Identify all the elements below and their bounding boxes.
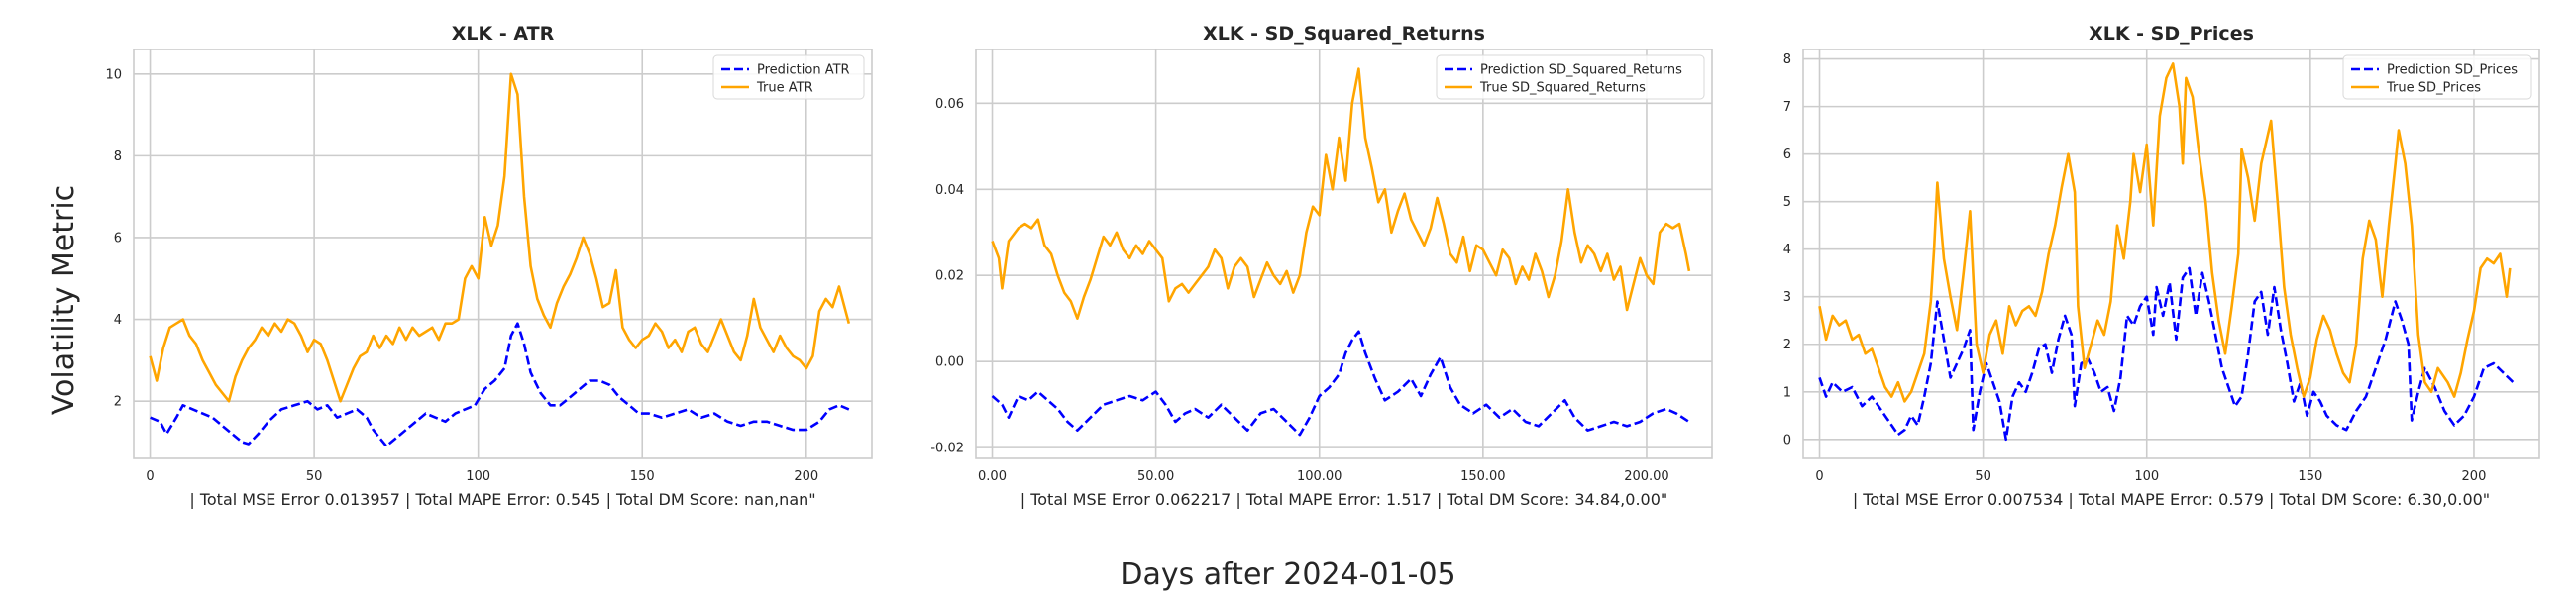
chart-2-ytick-label-5: 5 xyxy=(1783,195,1791,210)
chart-1-ytick-label-4: 0.06 xyxy=(935,97,964,112)
chart-2-xtick-label-0: 0 xyxy=(1815,469,1823,484)
chart-1-ytick-label-3: 0.04 xyxy=(935,183,964,198)
chart-0-plot-area xyxy=(134,50,872,458)
chart-1-xlabel: | Total MSE Error 0.062217 | Total MAPE … xyxy=(1020,490,1668,509)
chart-1-legend: Prediction SD_Squared_Returns True SD_Squ… xyxy=(1436,54,1705,100)
subplot-sd-squared-returns: 0.00 50.00 100.00 150.00 200.00 -0.02 0.00 0.02… xyxy=(930,23,1713,509)
chart-0-title: XLK - ATR xyxy=(452,23,555,45)
chart-0-series-true-line xyxy=(149,72,851,403)
chart-0-xtick-label-4: 200 xyxy=(794,469,818,484)
chart-1-xtick-label-1: 50.00 xyxy=(1137,469,1174,484)
chart-0-legend-label-0: Prediction ATR xyxy=(757,63,850,78)
chart-0-series-prediction-line xyxy=(150,322,850,447)
subplot-atr: 0 50 100 150 200 2 4 6 8 10 XLK - ATR | Total MSE E… xyxy=(105,23,873,509)
chart-1-ytick-label-1: 0.00 xyxy=(935,355,964,370)
chart-0-ytick-label-4: 10 xyxy=(105,67,122,82)
chart-2-ytick-label-1: 1 xyxy=(1783,385,1791,400)
chart-2-ytick-label-7: 7 xyxy=(1783,100,1791,115)
chart-2-xlabel: | Total MSE Error 0.007534 | Total MAPE … xyxy=(1853,490,2490,509)
chart-2-ytick-label-3: 3 xyxy=(1783,290,1791,305)
chart-1-title: XLK - SD_Squared_Returns xyxy=(1203,23,1485,45)
chart-2-frame xyxy=(1802,49,2540,459)
chart-0-xtick-label-0: 0 xyxy=(146,469,154,484)
chart-0-xtick-label-2: 100 xyxy=(466,469,490,484)
chart-0-ytick-label-2: 6 xyxy=(114,231,122,246)
chart-2-ytick-label-0: 0 xyxy=(1783,433,1791,447)
chart-0-legend-label-1: True ATR xyxy=(756,81,813,96)
chart-1-xtick-label-4: 200.00 xyxy=(1624,469,1669,484)
chart-2-ytick-label-4: 4 xyxy=(1783,243,1791,257)
figure-ylabel: Volatility Metric xyxy=(47,185,81,415)
chart-0-frame xyxy=(133,49,873,459)
subplot-sd-prices: 0 50 100 150 200 0 1 2 3 4 5 6 7 8 XLK - SD_Prices | To… xyxy=(1783,23,2540,509)
chart-2-plot-area xyxy=(1803,50,2539,458)
chart-0-ytick-label-0: 2 xyxy=(114,395,122,410)
chart-1-ytick-label-2: 0.02 xyxy=(935,269,964,284)
chart-1-series-prediction-line xyxy=(991,330,1690,437)
chart-0-legend: Prediction ATR True ATR xyxy=(712,54,865,100)
chart-1-legend-label-0: Prediction SD_Squared_Returns xyxy=(1480,63,1682,78)
chart-2-xtick-label-3: 150 xyxy=(2298,469,2322,484)
chart-1-xtick-label-2: 100.00 xyxy=(1297,469,1342,484)
chart-1-plot-area xyxy=(976,50,1712,458)
chart-2-ytick-label-6: 6 xyxy=(1783,148,1791,162)
chart-2-legend-label-0: Prediction SD_Prices xyxy=(2387,63,2518,78)
chart-0-ytick-label-3: 8 xyxy=(114,149,122,164)
chart-1-frame xyxy=(975,49,1713,459)
chart-2-series-true-line xyxy=(1818,62,2512,403)
chart-0-xtick-label-1: 50 xyxy=(306,469,323,484)
chart-2-title: XLK - SD_Prices xyxy=(2089,23,2254,45)
chart-2-ytick-label-8: 8 xyxy=(1783,52,1791,67)
figure-xlabel: Days after 2024-01-05 xyxy=(1120,557,1455,592)
chart-1-legend-box xyxy=(1436,54,1705,100)
chart-1-xtick-label-0: 0.00 xyxy=(978,469,1007,484)
chart-1-series-true-line xyxy=(991,67,1691,320)
chart-2-legend-box xyxy=(2342,54,2532,100)
chart-1-ytick-label-0: -0.02 xyxy=(930,442,964,456)
chart-0-legend-box xyxy=(712,54,865,100)
chart-2-legend-label-1: True SD_Prices xyxy=(2386,81,2481,96)
chart-0-xtick-label-3: 150 xyxy=(630,469,655,484)
chart-0-ytick-label-1: 4 xyxy=(114,313,122,328)
chart-2-series-prediction-line xyxy=(1818,266,2515,442)
chart-2-xtick-label-2: 100 xyxy=(2134,469,2159,484)
chart-2-ytick-label-2: 2 xyxy=(1783,338,1791,352)
chart-2-xtick-label-4: 200 xyxy=(2462,469,2487,484)
chart-1-xtick-label-3: 150.00 xyxy=(1460,469,1506,484)
chart-0-xlabel: | Total MSE Error 0.013957 | Total MAPE … xyxy=(189,490,815,509)
chart-1-legend-label-1: True SD_Squared_Returns xyxy=(1479,81,1646,96)
chart-2-legend: Prediction SD_Prices True SD_Prices xyxy=(2342,54,2532,100)
chart-2-xtick-label-1: 50 xyxy=(1975,469,1991,484)
